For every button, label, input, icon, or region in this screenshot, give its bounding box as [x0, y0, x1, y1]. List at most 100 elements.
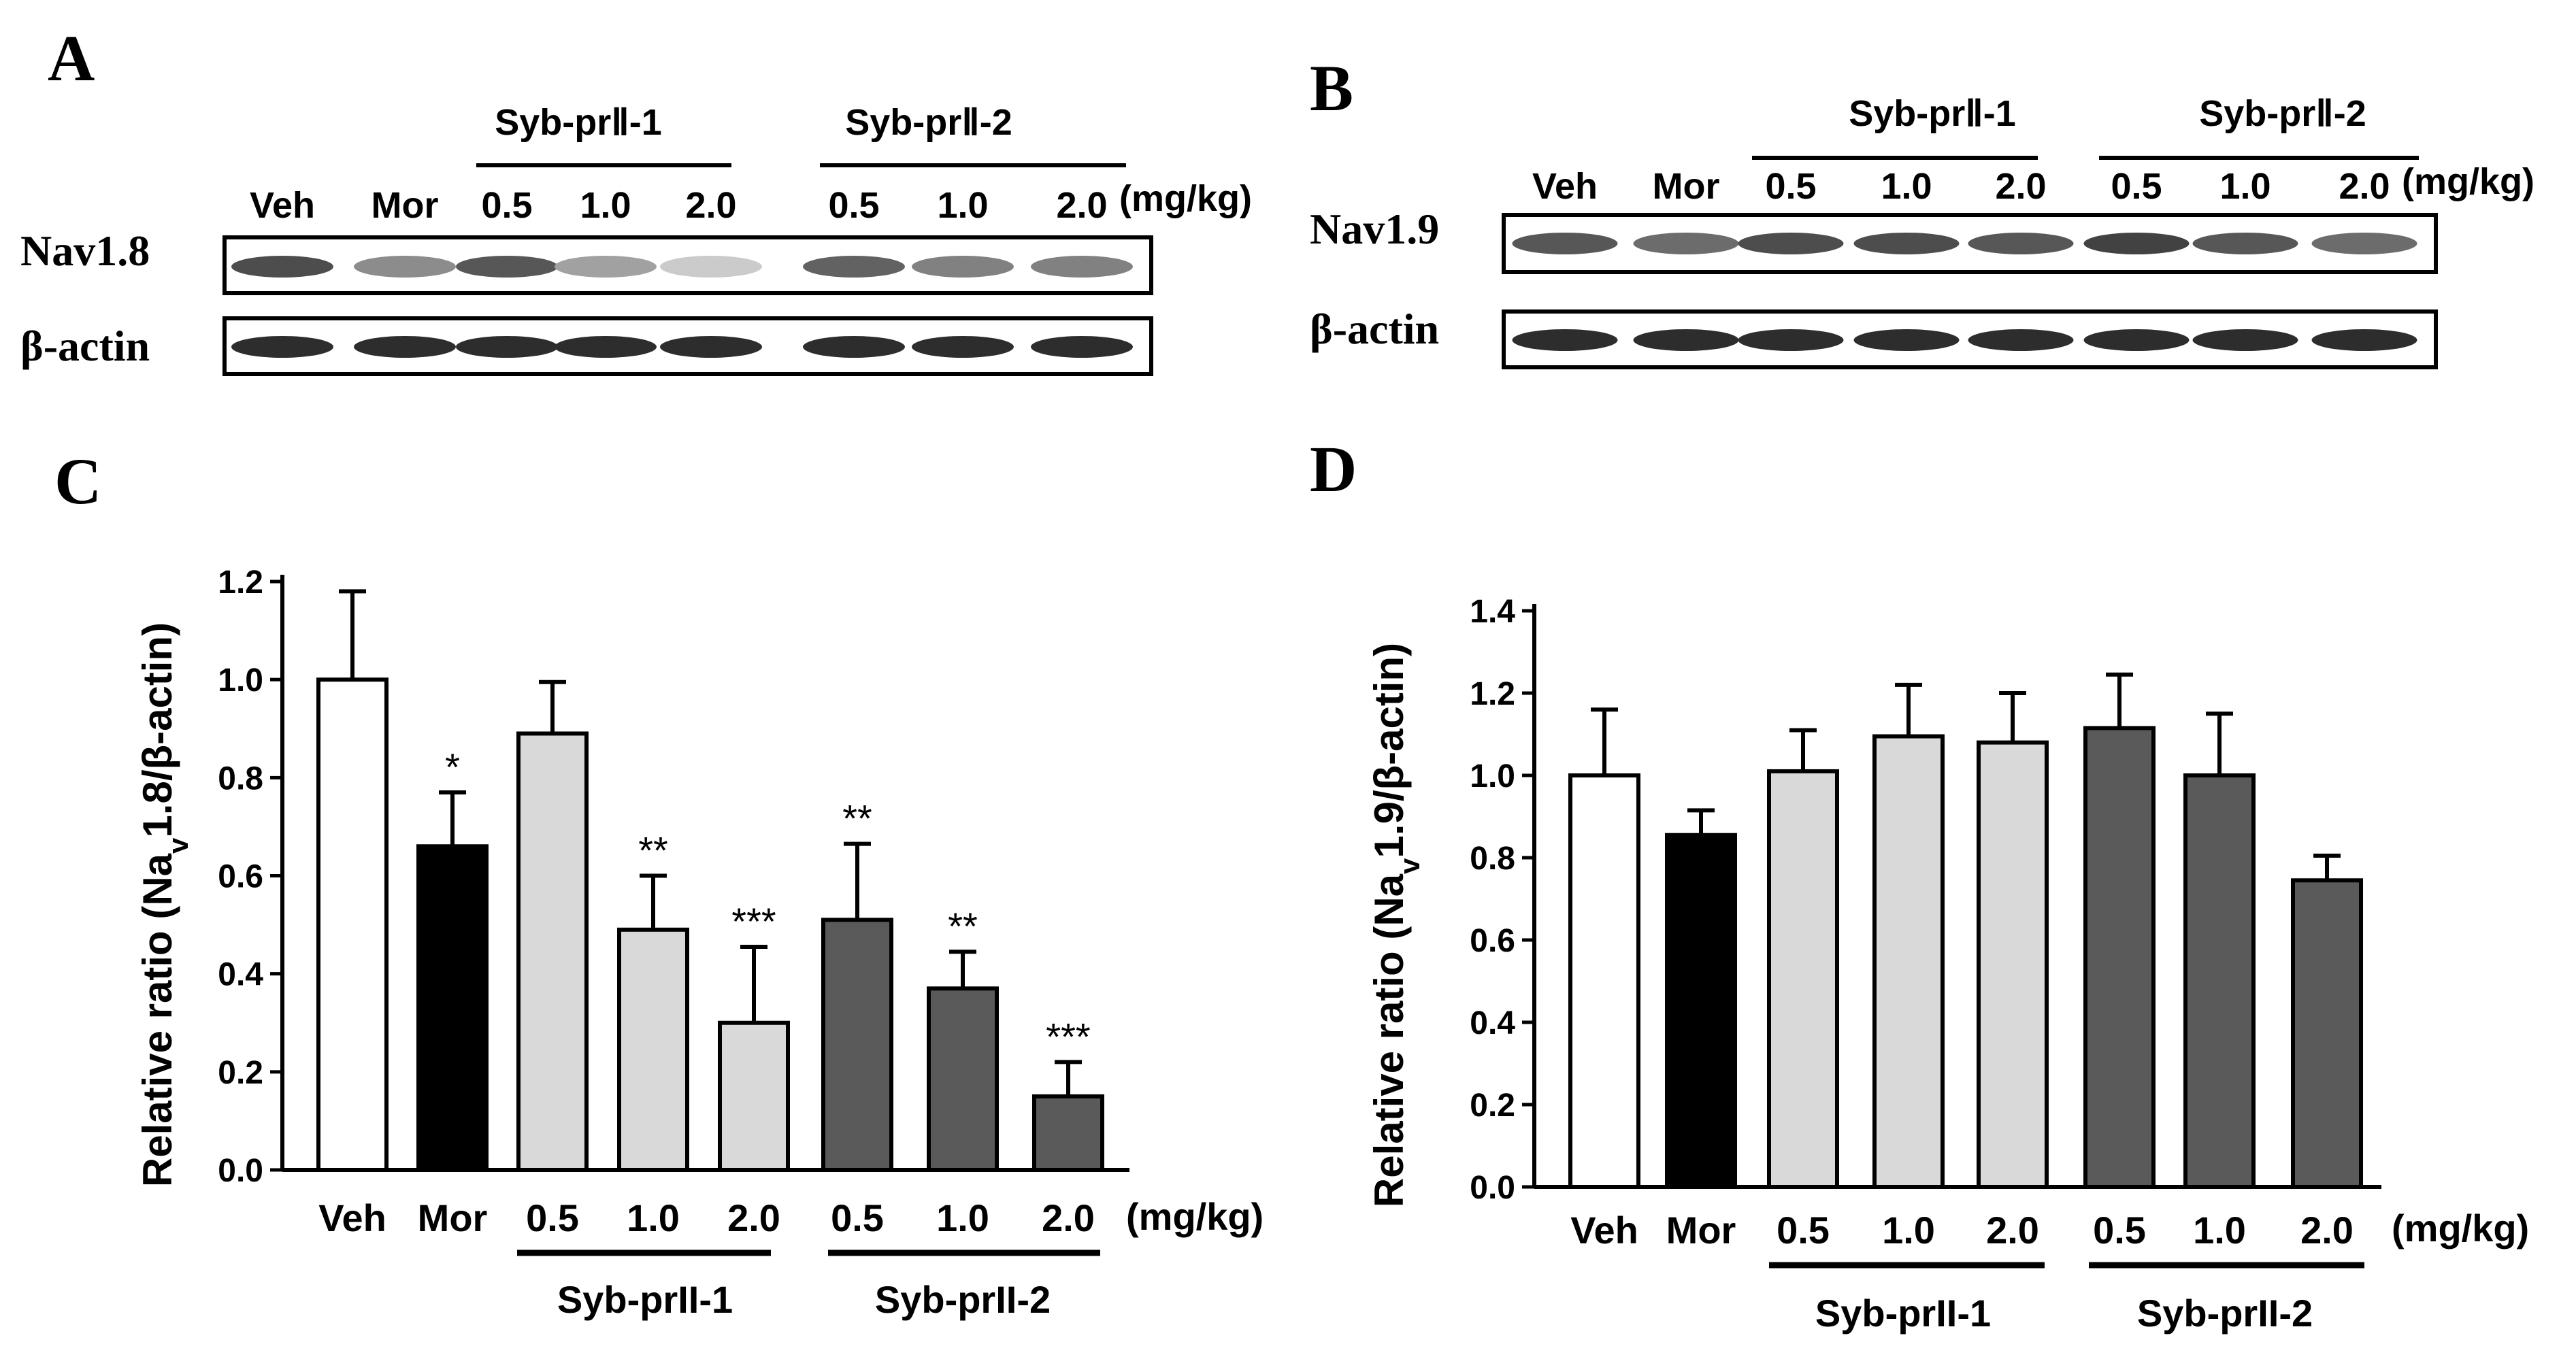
blota-target-band: [660, 256, 762, 278]
blotb-actin-band: [1968, 329, 2074, 351]
blotb-lane-label: 2.0: [1995, 166, 2046, 207]
chart-c-bar: [927, 986, 999, 1172]
chart-c-ylabel: Relative ratio (Nav1.8/β-actin): [135, 622, 194, 1187]
western-blot-nav19: Syb-prⅡ-1 Syb-prⅡ-2 Veh Mor 0.5 1.0 2.0 0.5 1.…: [1310, 93, 2534, 369]
blotb-target-band: [1738, 233, 1844, 254]
chart-d-category-label: 2.0: [1986, 1209, 2039, 1252]
blota-actin-band: [456, 336, 558, 358]
blota-lane-label: Veh: [250, 185, 315, 226]
blota-target-band: [1031, 256, 1133, 278]
blotb-target-band: [2311, 233, 2417, 254]
blot-a-row-label-target: Nav1.8: [20, 227, 150, 275]
blot-a-membrane-target: [222, 235, 1153, 295]
chart-c-bar: [617, 927, 689, 1172]
chart-c-y-tick-label: 1.2: [218, 565, 263, 601]
blota-lane-label: Mor: [371, 185, 439, 226]
chart-c-significance-label: **: [842, 797, 872, 840]
blota-target-band: [231, 256, 333, 278]
chart-d-bar: [1977, 740, 2049, 1189]
blota-actin-band: [912, 336, 1014, 358]
chart-d-bar: [1568, 773, 1640, 1189]
blota-lane-label: 0.5: [481, 185, 532, 226]
chart-d-bar: [1872, 734, 1945, 1189]
chart-d-category-label: 2.0: [2300, 1209, 2354, 1252]
blotb-lane-label: 2.0: [2339, 166, 2390, 207]
blotb-lane-label: 1.0: [2219, 166, 2270, 207]
blota-actin-band: [231, 336, 333, 358]
blot-b-row-label-target: Nav1.9: [1310, 205, 1439, 253]
blota-lane-label: 2.0: [1056, 185, 1107, 226]
chart-d-group2-label: Syb-prII-2: [2137, 1292, 2313, 1335]
chart-c-group1-label: Syb-prII-1: [557, 1278, 733, 1321]
blotb-actin-band: [1633, 329, 1739, 351]
chart-c-category-label: Mor: [418, 1196, 488, 1239]
chart-d-bar: [2083, 726, 2156, 1190]
blota-target-band: [456, 256, 558, 278]
chart-d-category-label: Veh: [1570, 1209, 1638, 1252]
chart-c-category-label: 0.5: [831, 1196, 884, 1239]
blotb-actin-band: [2083, 329, 2190, 351]
chart-c-unit: (mg/kg): [1126, 1195, 1264, 1238]
bar-chart-nav18: Relative ratio (Nav1.8/β-actin) 0.0 0.2 0.…: [135, 565, 1264, 1321]
chart-c-bar: [416, 844, 489, 1172]
chart-c-category-label: Veh: [318, 1196, 386, 1239]
blota-target-band: [354, 256, 456, 278]
blota-actin-band: [555, 336, 657, 358]
blotb-target-band: [1633, 233, 1739, 254]
chart-d-category-label: 0.5: [1777, 1209, 1830, 1252]
chart-c-significance-label: **: [948, 905, 978, 947]
blot-b-group2-label: Syb-prⅡ-2: [2199, 93, 2366, 134]
panel-letter-c: C: [54, 445, 101, 518]
blotb-lane-label: Mor: [1653, 166, 1720, 207]
blot-a-membrane-actin: [222, 316, 1153, 376]
panel-letter-b: B: [1310, 52, 1353, 124]
chart-c-bar: [718, 1020, 790, 1172]
chart-c-significance-label: ***: [1046, 1015, 1090, 1058]
chart-d-category-label: 1.0: [2193, 1209, 2246, 1252]
chart-d-bar: [2183, 773, 2256, 1189]
chart-c-y-tick-label: 0.4: [218, 957, 263, 993]
blot-a-row-label-actin: β-actin: [20, 322, 150, 370]
chart-c-category-label: 1.0: [936, 1196, 989, 1239]
chart-c-y-tick-label: 0.2: [218, 1055, 263, 1091]
chart-c-significance-label: *: [445, 745, 460, 788]
chart-c-category-label: 1.0: [627, 1196, 680, 1239]
chart-c-y-tick-label: 1.0: [218, 662, 263, 699]
chart-d-ylabel: Relative ratio (Nav1.9/β-actin): [1366, 643, 1425, 1207]
blotb-target-band: [2192, 233, 2298, 254]
chart-c-bar: [1032, 1094, 1104, 1172]
chart-c-category-label: 0.5: [526, 1196, 579, 1239]
chart-d-category-label: 1.0: [1882, 1209, 1935, 1252]
chart-d-category-label: 0.5: [2093, 1209, 2146, 1252]
blota-lane-label: 1.0: [580, 185, 631, 226]
blota-target-band: [803, 256, 905, 278]
chart-c-bar: [516, 731, 589, 1173]
blotb-target-band: [1853, 233, 1960, 254]
blotb-target-band: [1968, 233, 2074, 254]
chart-d-y-tick-label: 0.2: [1470, 1088, 1515, 1124]
chart-d-group1-label: Syb-prII-1: [1815, 1292, 1991, 1335]
blot-a-group1-label: Syb-prⅡ-1: [495, 102, 662, 143]
chart-d-y-tick-label: 0.8: [1470, 841, 1515, 877]
blotb-actin-band: [1738, 329, 1844, 351]
chart-d-bar: [2291, 878, 2363, 1190]
chart-c-y-tick-label: 0.0: [218, 1153, 263, 1189]
chart-c-category-label: 2.0: [1042, 1196, 1095, 1239]
chart-c-group2-label: Syb-prII-2: [875, 1278, 1051, 1321]
blota-target-band: [912, 256, 1014, 278]
chart-d-category-label: Mor: [1666, 1209, 1736, 1252]
blotb-actin-band: [2192, 329, 2298, 351]
chart-d-y-tick-label: 0.4: [1470, 1005, 1515, 1041]
chart-d-y-tick-label: 1.4: [1470, 594, 1515, 630]
blot-b-row-label-actin: β-actin: [1310, 305, 1439, 353]
blota-actin-band: [1031, 336, 1133, 358]
blota-actin-band: [803, 336, 905, 358]
blota-lane-label: 2.0: [685, 185, 736, 226]
chart-d-y-tick-label: 1.0: [1470, 758, 1515, 794]
blotb-lane-label: 0.5: [2111, 166, 2162, 207]
blot-b-group1-label: Syb-prⅡ-1: [1849, 93, 2016, 134]
blota-lane-label: 0.5: [828, 185, 879, 226]
blota-actin-band: [660, 336, 762, 358]
blota-target-band: [555, 256, 657, 278]
